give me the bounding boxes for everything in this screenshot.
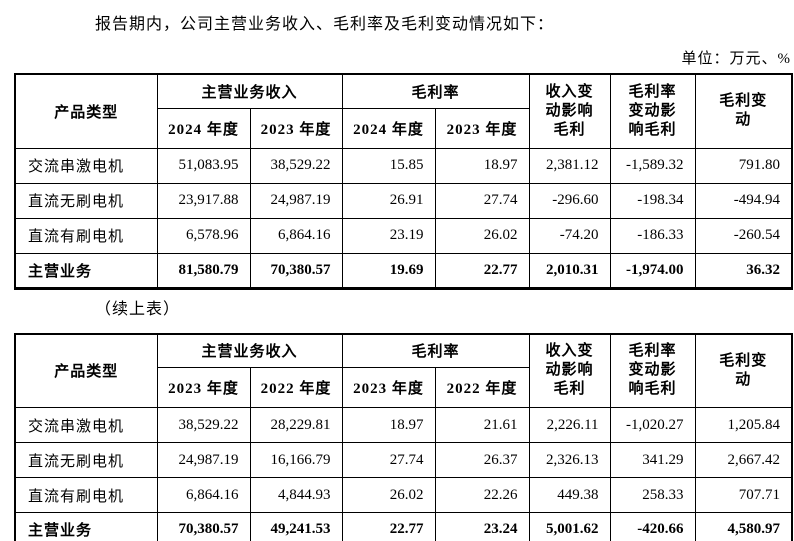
cell-value: 26.02	[341, 477, 436, 513]
gross-profit-table-2024-2023: 产品类型 主营业务收入 毛利率 收入变 动影响 毛利 毛利率 变动影 响毛利 毛…	[14, 73, 794, 290]
cell-value: 36.32	[694, 252, 793, 289]
unit-label: 单位：万元、%	[681, 51, 791, 67]
cell-value: 791.80	[694, 147, 793, 184]
table-row: 交流串激电机 51,083.95 38,529.22 15.85 18.97 2…	[14, 147, 793, 184]
table-row-total: 主营业务 81,580.79 70,380.57 19.69 22.77 2,0…	[14, 252, 793, 289]
cell-value: 1,205.84	[694, 407, 793, 443]
cell-value: -420.66	[609, 512, 696, 541]
header-margin-change-impact: 毛利率 变动影 响毛利	[609, 73, 696, 149]
cell-value: 6,864.16	[249, 217, 343, 254]
header-product-type: 产品类型	[14, 333, 158, 408]
cell-product: 直流无刷电机	[14, 442, 158, 478]
cell-value: 15.85	[341, 147, 436, 184]
header-product-type: 产品类型	[14, 73, 158, 149]
header-year: 2023 年度	[156, 367, 251, 408]
header-year: 2023 年度	[249, 107, 343, 149]
header-year: 2024 年度	[341, 107, 436, 149]
cell-value: 51,083.95	[156, 147, 251, 184]
header-margin-group: 毛利率	[341, 333, 530, 368]
table-row-total: 主营业务 70,380.57 49,241.53 22.77 23.24 5,0…	[14, 512, 793, 541]
header-gross-profit-change: 毛利变 动	[694, 333, 793, 408]
cell-value: 2,326.13	[528, 442, 611, 478]
cell-value: 23,917.88	[156, 182, 251, 219]
cell-value: 23.19	[341, 217, 436, 254]
cell-value: -198.34	[609, 182, 696, 219]
header-income-change-impact: 收入变 动影响 毛利	[528, 73, 611, 149]
cell-value: 27.74	[434, 182, 530, 219]
cell-value: 22.77	[341, 512, 436, 541]
header-year: 2024 年度	[156, 107, 251, 149]
cell-product: 直流有刷电机	[14, 217, 158, 254]
cell-value: 49,241.53	[249, 512, 343, 541]
cell-value: 19.69	[341, 252, 436, 289]
table-row: 交流串激电机 38,529.22 28,229.81 18.97 21.61 2…	[14, 407, 793, 443]
cell-value: 70,380.57	[156, 512, 251, 541]
cell-value: -1,020.27	[609, 407, 696, 443]
cell-value: 5,001.62	[528, 512, 611, 541]
cell-value: 23.24	[434, 512, 530, 541]
cell-value: -186.33	[609, 217, 696, 254]
header-year: 2023 年度	[434, 107, 530, 149]
intro-paragraph: 报告期内，公司主营业务收入、毛利率及毛利变动情况如下：	[95, 16, 555, 33]
cell-product: 主营业务	[14, 252, 158, 289]
cell-value: 70,380.57	[249, 252, 343, 289]
table-row: 直流无刷电机 23,917.88 24,987.19 26.91 27.74 -…	[14, 182, 793, 219]
cell-value: 2,226.11	[528, 407, 611, 443]
cell-value: 4,844.93	[249, 477, 343, 513]
header-margin-change-impact: 毛利率 变动影 响毛利	[609, 333, 696, 408]
cell-value: 707.71	[694, 477, 793, 513]
header-revenue-group: 主营业务收入	[156, 333, 343, 368]
cell-value: 24,987.19	[249, 182, 343, 219]
cell-product: 交流串激电机	[14, 147, 158, 184]
cell-value: 6,578.96	[156, 217, 251, 254]
cell-value: 18.97	[434, 147, 530, 184]
cell-value: -1,974.00	[609, 252, 696, 289]
cell-value: 24,987.19	[156, 442, 251, 478]
cell-value: -494.94	[694, 182, 793, 219]
cell-value: 4,580.97	[694, 512, 793, 541]
gross-profit-table-2023-2022-continued: 产品类型 主营业务收入 毛利率 收入变 动影响 毛利 毛利率 变动影 响毛利 毛…	[14, 332, 794, 541]
cell-product: 交流串激电机	[14, 407, 158, 443]
header-gross-profit-change: 毛利变 动	[694, 73, 793, 149]
table-row: 直流有刷电机 6,864.16 4,844.93 26.02 22.26 449…	[14, 477, 793, 513]
cell-value: 21.61	[434, 407, 530, 443]
cell-value: 16,166.79	[249, 442, 343, 478]
cell-value: 26.91	[341, 182, 436, 219]
cell-value: 38,529.22	[156, 407, 251, 443]
cell-value: 2,010.31	[528, 252, 611, 289]
cell-value: 38,529.22	[249, 147, 343, 184]
header-revenue-group: 主营业务收入	[156, 73, 343, 109]
cell-product: 主营业务	[14, 512, 158, 541]
cell-value: 258.33	[609, 477, 696, 513]
header-income-change-impact: 收入变 动影响 毛利	[528, 333, 611, 408]
cell-value: 26.02	[434, 217, 530, 254]
cell-value: 22.77	[434, 252, 530, 289]
cell-value: 2,381.12	[528, 147, 611, 184]
header-year: 2022 年度	[249, 367, 343, 408]
cell-value: -260.54	[694, 217, 793, 254]
cell-value: 26.37	[434, 442, 530, 478]
cell-product: 直流无刷电机	[14, 182, 158, 219]
cell-value: 27.74	[341, 442, 436, 478]
cell-value: -1,589.32	[609, 147, 696, 184]
header-margin-group: 毛利率	[341, 73, 530, 109]
table-row: 直流无刷电机 24,987.19 16,166.79 27.74 26.37 2…	[14, 442, 793, 478]
cell-value: 22.26	[434, 477, 530, 513]
cell-value: 2,667.42	[694, 442, 793, 478]
cell-value: 341.29	[609, 442, 696, 478]
header-year: 2023 年度	[341, 367, 436, 408]
cell-value: 28,229.81	[249, 407, 343, 443]
continuation-label: （续上表）	[95, 300, 181, 318]
cell-value: 449.38	[528, 477, 611, 513]
cell-value: 81,580.79	[156, 252, 251, 289]
cell-product: 直流有刷电机	[14, 477, 158, 513]
cell-value: 6,864.16	[156, 477, 251, 513]
table-row: 直流有刷电机 6,578.96 6,864.16 23.19 26.02 -74…	[14, 217, 793, 254]
cell-value: -74.20	[528, 217, 611, 254]
cell-value: -296.60	[528, 182, 611, 219]
header-year: 2022 年度	[434, 367, 530, 408]
cell-value: 18.97	[341, 407, 436, 443]
